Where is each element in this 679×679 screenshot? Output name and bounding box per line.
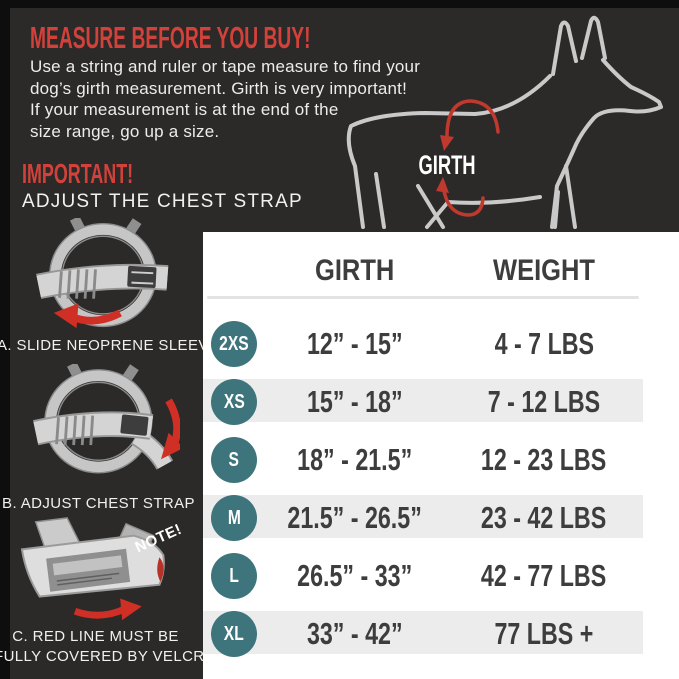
girth-cell: 21.5” - 26.5”: [287, 500, 423, 535]
velcro-strap-icon: [20, 517, 165, 621]
girth-arrowhead-icon: [440, 135, 454, 151]
girth-cell: 18” - 21.5”: [297, 442, 413, 477]
intro-body-line: size range, go up a size.: [30, 121, 220, 141]
weight-cell: 42 - 77 LBS: [481, 558, 607, 593]
girth-arrowhead-icon: [436, 177, 449, 193]
step-b-figure: [30, 362, 184, 495]
size-row-xs: XS 15” - 18” 7 - 12 LBS: [203, 379, 643, 425]
girth-column-header: GIRTH: [315, 254, 395, 287]
weight-cell: 12 - 23 LBS: [481, 442, 607, 477]
intro-body: Use a string and ruler or tape measure t…: [30, 56, 420, 142]
girth-arc: [441, 99, 500, 217]
girth-cell: 26.5” - 33”: [297, 558, 413, 593]
step-c-caption-line2: FULLY COVERED BY VELCRO: [0, 648, 217, 665]
red-arrowhead-icon: [120, 598, 142, 621]
harness-front-icon: [36, 215, 169, 329]
left-border: [0, 0, 10, 679]
harness-front-icon: [33, 362, 184, 474]
weight-cell: 77 LBS +: [494, 616, 594, 651]
dog-outline-icon: GIRTH: [346, 15, 663, 229]
step-c-caption-line1: C. RED LINE MUST BE: [12, 628, 179, 645]
red-arrowhead-icon: [161, 432, 184, 460]
step-b-caption: B. ADJUST CHEST STRAP: [2, 495, 195, 512]
red-arrowhead-icon: [53, 303, 79, 329]
size-row-2xs: 2XS 12” - 15” 4 - 7 LBS: [203, 321, 643, 367]
weight-cell: 7 - 12 LBS: [487, 384, 601, 419]
intro-body-line: Use a string and ruler or tape measure t…: [30, 57, 421, 76]
size-table-header: GIRTH WEIGHT: [203, 232, 643, 296]
weight-cell: 4 - 7 LBS: [494, 326, 594, 361]
girth-cell: 12” - 15”: [307, 326, 403, 361]
size-badge: S: [211, 437, 257, 483]
size-badge: M: [211, 495, 257, 541]
size-badge: XS: [211, 379, 257, 425]
step-c-figure: [16, 516, 188, 631]
weight-column-header: WEIGHT: [493, 254, 595, 287]
girth-cell: 15” - 18”: [307, 384, 403, 419]
size-row-xl: XL 33” - 42” 77 LBS +: [203, 611, 643, 657]
girth-cell: 33” - 42”: [307, 616, 403, 651]
top-border: [0, 0, 679, 8]
important-subtitle: ADJUST THE CHEST STRAP: [22, 191, 303, 212]
red-arrow-icon: [73, 606, 126, 619]
size-row-l: L 26.5” - 33” 42 - 77 LBS: [203, 553, 643, 599]
dog-girth-diagram: GIRTH: [330, 14, 679, 232]
red-line-marker: [157, 557, 164, 582]
intro-body-line: If your measurement is at the end of the: [30, 100, 339, 119]
size-row-m: M 21.5” - 26.5” 23 - 42 LBS: [203, 495, 643, 541]
girth-label: GIRTH: [418, 149, 475, 179]
size-table: GIRTH WEIGHT 2XS 12” - 15” 4 - 7 LBS XS …: [203, 232, 643, 657]
important-title: IMPORTANT!: [22, 158, 134, 189]
size-table-panel: GIRTH WEIGHT 2XS 12” - 15” 4 - 7 LBS XS …: [203, 232, 679, 679]
weight-cell: 23 - 42 LBS: [481, 500, 607, 535]
size-badge: XL: [211, 611, 257, 657]
intro-title: MEASURE BEFORE YOU BUY!: [30, 20, 311, 55]
step-a-caption: A. SLIDE NEOPRENE SLEEVE: [0, 337, 220, 354]
header-divider: [207, 296, 639, 299]
size-badge: L: [211, 553, 257, 599]
step-a-figure: [33, 215, 175, 339]
size-row-s: S 18” - 21.5” 12 - 23 LBS: [203, 437, 643, 483]
intro-body-line: dog’s girth measurement. Girth is very i…: [30, 78, 408, 98]
size-badge: 2XS: [211, 321, 257, 367]
